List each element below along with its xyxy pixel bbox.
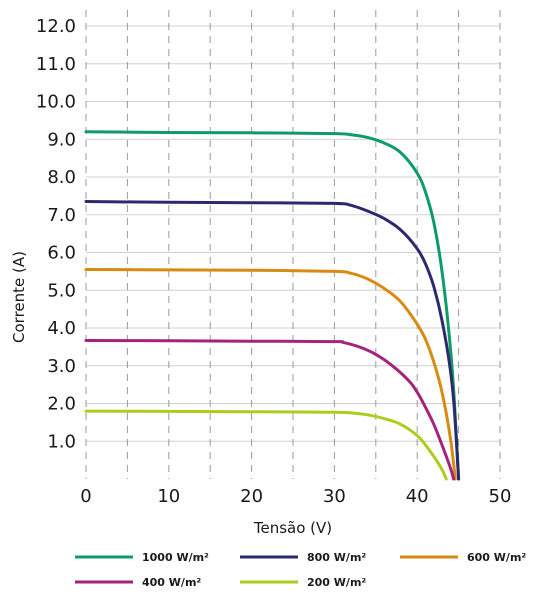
y-tick-label: 6.0 <box>47 243 76 264</box>
y-tick-label: 7.0 <box>47 205 76 226</box>
x-tick-label: 20 <box>240 486 263 507</box>
series-line-0 <box>84 130 461 481</box>
legend-label-4: 200 W/m² <box>307 576 366 589</box>
y-tick-label: 11.0 <box>36 54 76 75</box>
y-tick-label: 1.0 <box>47 431 76 452</box>
y-tick-label: 8.0 <box>47 167 76 188</box>
series-line-3 <box>84 339 456 481</box>
legend-label-2: 600 W/m² <box>467 551 526 564</box>
x-tick-label: 30 <box>323 486 346 507</box>
y-tick-label: 2.0 <box>47 394 76 415</box>
legend-label-1: 800 W/m² <box>307 551 366 564</box>
y-tick-label: 5.0 <box>47 280 76 301</box>
series-lines <box>84 130 461 481</box>
x-tick-label: 10 <box>157 486 180 507</box>
y-tick-label: 9.0 <box>47 129 76 150</box>
x-tick-label: 0 <box>80 486 91 507</box>
x-tick-label: 50 <box>489 486 512 507</box>
y-tick-label: 12.0 <box>36 16 76 37</box>
y-axis-label: Corrente (A) <box>10 251 28 343</box>
y-tick-label: 10.0 <box>36 92 76 113</box>
x-axis-label: Tensão (V) <box>253 519 332 537</box>
legend-label-0: 1000 W/m² <box>142 551 209 564</box>
y-tick-label: 3.0 <box>47 356 76 377</box>
series-line-2 <box>84 268 457 481</box>
x-tick-label: 40 <box>406 486 429 507</box>
x-axis-ticks: 0 10 20 30 40 50 <box>80 486 511 507</box>
series-line-1 <box>84 200 461 481</box>
legend-label-3: 400 W/m² <box>142 576 201 589</box>
series-line-4 <box>84 409 448 481</box>
grid-lines <box>85 10 501 479</box>
legend: 1000 W/m² 800 W/m² 600 W/m² 400 W/m² 200 W/m… <box>75 551 526 589</box>
y-tick-label: 4.0 <box>47 318 76 339</box>
y-axis-ticks: 1.0 2.0 3.0 4.0 5.0 6.0 7.0 8.0 9.0 10.0 11.0 12.0 <box>36 16 76 452</box>
